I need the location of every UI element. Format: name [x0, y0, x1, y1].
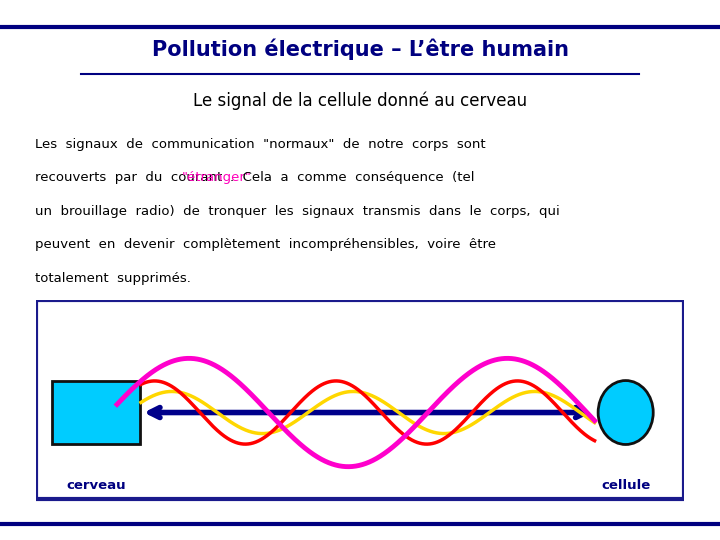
Ellipse shape	[598, 381, 653, 444]
Text: totalement  supprimés.: totalement supprimés.	[35, 272, 191, 285]
Text: peuvent  en  devenir  complètement  incompréhensibles,  voire  être: peuvent en devenir complètement incompré…	[35, 238, 496, 251]
Text: recouverts  par  du  courant: recouverts par du courant	[35, 171, 231, 184]
Text: cellule: cellule	[601, 478, 650, 492]
Bar	[53, 381, 140, 444]
Text: un  brouillage  radio)  de  tronquer  les  signaux  transmis  dans  le  corps,  : un brouillage radio) de tronquer les sig…	[35, 205, 560, 218]
Text: Pollution électrique – L’être humain: Pollution électrique – L’être humain	[151, 38, 569, 60]
Text: cerveau: cerveau	[66, 478, 126, 492]
Text: .  Cela  a  comme  conséquence  (tel: . Cela a comme conséquence (tel	[230, 171, 474, 184]
Text: "étranger": "étranger"	[181, 171, 251, 184]
Text: Les  signaux  de  communication  "normaux"  de  notre  corps  sont: Les signaux de communication "normaux" d…	[35, 138, 486, 151]
Text: Le signal de la cellule donné au cerveau: Le signal de la cellule donné au cerveau	[193, 92, 527, 111]
